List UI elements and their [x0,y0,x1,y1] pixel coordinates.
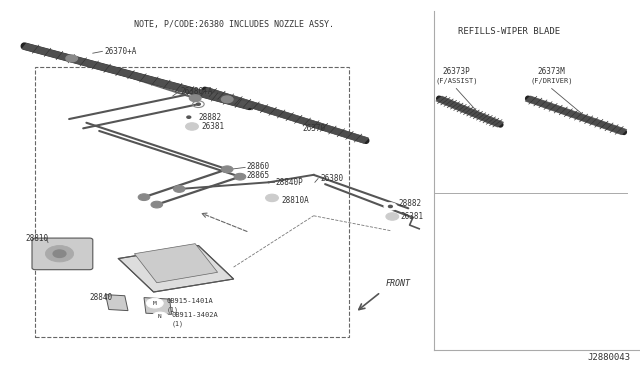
Text: 0B911-3402A: 0B911-3402A [172,312,218,318]
Text: NOTE, P/CODE:26380 INCLUDES NOZZLE ASSY.: NOTE, P/CODE:26380 INCLUDES NOZZLE ASSY. [134,20,333,29]
Circle shape [138,194,150,201]
Text: 28810: 28810 [26,234,49,243]
Polygon shape [134,244,218,283]
Text: 26373P: 26373P [442,67,470,76]
Circle shape [173,186,185,192]
Text: 26373M: 26373M [538,67,566,76]
Text: 26381: 26381 [401,212,424,221]
Bar [35,67,349,337]
Circle shape [147,298,163,308]
Circle shape [151,201,163,208]
Text: 26380+A: 26380+A [180,87,213,96]
Circle shape [234,173,246,180]
Text: 26381: 26381 [202,122,225,131]
Circle shape [221,166,233,173]
Text: 28865: 28865 [246,171,269,180]
Polygon shape [144,298,172,314]
Text: 0B915-1401A: 0B915-1401A [166,298,213,304]
Circle shape [187,116,191,118]
Text: 28860: 28860 [246,162,269,171]
Polygon shape [118,246,234,292]
Circle shape [66,55,77,62]
Circle shape [186,123,198,130]
Text: REFILLS-WIPER BLADE: REFILLS-WIPER BLADE [458,27,560,36]
Text: 26380: 26380 [320,174,343,183]
FancyBboxPatch shape [32,238,93,270]
Text: (F/DRIVER): (F/DRIVER) [531,78,573,84]
Text: (1): (1) [172,320,184,327]
Polygon shape [106,295,128,311]
Text: 28882: 28882 [399,199,422,208]
Text: 28810A: 28810A [282,196,309,205]
Text: 26370: 26370 [302,124,325,133]
Text: FRONT: FRONT [386,279,411,288]
Circle shape [182,113,195,121]
Circle shape [152,312,168,322]
Text: J2880043: J2880043 [588,353,630,362]
Text: (1): (1) [166,307,179,313]
Text: 26370+A: 26370+A [104,47,137,56]
Text: N: N [158,314,162,320]
Text: M: M [153,301,157,306]
Text: 28840P: 28840P [275,178,303,187]
Text: (F/ASSIST): (F/ASSIST) [435,78,477,84]
Circle shape [384,203,397,210]
Circle shape [189,95,201,102]
Circle shape [221,96,233,103]
Circle shape [388,205,392,208]
Text: 28882: 28882 [198,113,221,122]
Circle shape [386,213,399,220]
Circle shape [266,194,278,202]
Circle shape [196,103,200,105]
Circle shape [45,246,74,262]
Text: 28840: 28840 [90,293,113,302]
Circle shape [53,250,66,257]
